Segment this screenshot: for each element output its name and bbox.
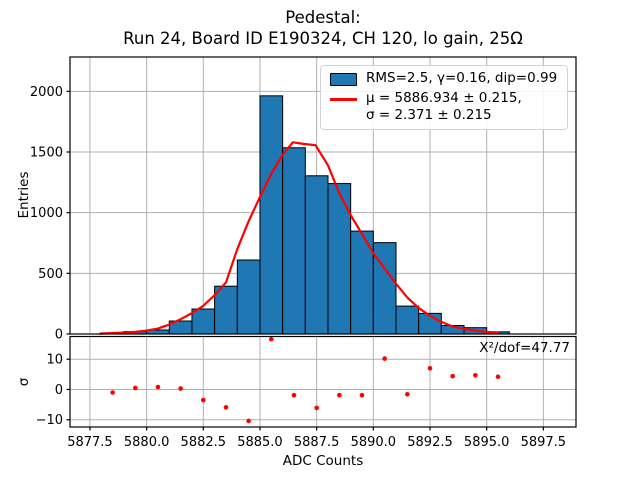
residual-dot: [314, 405, 319, 411]
fit-line: [99, 141, 500, 335]
residual-dot: [110, 390, 115, 395]
residual-dot: [246, 418, 251, 424]
y-axis-label-sigma: σ: [16, 377, 32, 387]
residual-dot: [450, 373, 455, 379]
y-axis-label-entries: Entries: [16, 171, 32, 219]
residual-dot: [291, 392, 297, 398]
histogram-bar: [282, 147, 306, 335]
x-tick-label: 5885.0: [237, 435, 283, 450]
chi2-annotation: X²/dof=47.77: [479, 340, 570, 356]
x-tick-label: 5890.0: [351, 435, 397, 450]
residual-dot: [155, 384, 161, 390]
histogram-bar: [327, 183, 352, 335]
x-tick-label: 5880.0: [124, 435, 170, 450]
residual-dot: [132, 385, 138, 391]
histogram-bar: [259, 95, 284, 335]
histogram-bar: [304, 175, 329, 335]
legend-fit-line-swatch: [330, 98, 357, 101]
legend-fit-label-line1: μ = 5886.934 ± 0.215,: [366, 90, 522, 106]
y-tick-label: 1500: [30, 146, 63, 161]
histogram-bar: [236, 259, 261, 335]
residual-dot: [382, 356, 387, 361]
legend: RMS=2.5, γ=0.16, dip=0.99 μ = 5886.934 ±…: [320, 65, 568, 130]
chart-title-line2: Run 24, Board ID E190324, CH 120, lo gai…: [123, 29, 523, 48]
chart-title-line1: Pedestal:: [285, 8, 361, 27]
x-tick-label: 5895.0: [464, 435, 510, 450]
y-tick-label: 1000: [30, 206, 63, 221]
legend-row-fit: μ = 5886.934 ± 0.215, σ = 2.371 ± 0.215: [330, 90, 559, 124]
residual-dot: [337, 392, 342, 398]
legend-histogram-swatch: [330, 73, 357, 86]
main-axes-frame: [69, 56, 577, 335]
residual-dot: [405, 392, 410, 397]
y-tick-label: 2000: [30, 85, 63, 100]
legend-fit-label-line2: σ = 2.371 ± 0.215: [366, 107, 492, 123]
x-tick-label: 5877.5: [67, 435, 113, 450]
y-tick-label: 0: [55, 383, 63, 398]
legend-histogram-label: RMS=2.5, γ=0.16, dip=0.99: [366, 70, 558, 86]
residual-axes-frame: [69, 335, 577, 428]
residual-dot: [427, 365, 433, 371]
residual-dot: [201, 397, 206, 403]
y-tick-label: 500: [38, 267, 63, 282]
residual-dot: [359, 392, 365, 398]
x-tick-label: 5887.5: [294, 435, 340, 450]
residual-dot: [473, 372, 478, 378]
x-tick-label: 5892.5: [407, 435, 453, 450]
histogram-bar: [395, 305, 420, 335]
residual-dot: [223, 405, 229, 410]
residual-dot: [269, 336, 274, 342]
histogram-bar: [214, 285, 238, 335]
chart-title: Pedestal: Run 24, Board ID E190324, CH 1…: [70, 7, 576, 49]
y-tick-label: −10: [36, 413, 63, 428]
x-tick-label: 5882.5: [181, 435, 227, 450]
legend-row-histogram: RMS=2.5, γ=0.16, dip=0.99: [330, 70, 559, 87]
x-axis-label: ADC Counts: [282, 453, 364, 469]
residual-dot: [495, 374, 501, 380]
y-tick-label: 0: [55, 328, 63, 343]
x-tick-label: 5897.5: [521, 435, 567, 450]
histogram-bar: [191, 308, 216, 335]
residual-dot: [178, 386, 183, 391]
y-tick-label: 10: [46, 353, 63, 368]
